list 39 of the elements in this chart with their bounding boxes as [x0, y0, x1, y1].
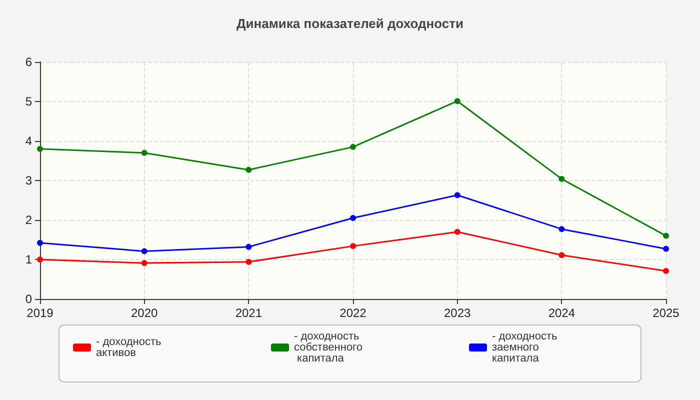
x-tick-label: 2024 — [548, 306, 576, 320]
point — [454, 228, 460, 235]
point — [558, 252, 565, 258]
y-tick-label: 3 — [25, 174, 32, 188]
point — [350, 144, 356, 150]
y-tick-label: 6 — [25, 55, 32, 69]
point — [663, 232, 669, 239]
point — [663, 268, 669, 274]
point — [37, 240, 43, 246]
x-tick-label: 2020 — [130, 306, 158, 320]
x-tick-label: 2019 — [26, 306, 54, 320]
x-tick-label: 2021 — [235, 306, 262, 320]
legend-label: - доходность собственного капитала — [294, 330, 362, 364]
point — [454, 98, 460, 104]
point — [663, 246, 669, 252]
point — [558, 226, 565, 232]
x-tick-label: 2022 — [340, 306, 367, 320]
point — [350, 243, 356, 250]
x-tick-label: 2023 — [444, 306, 472, 320]
point — [246, 244, 252, 250]
y-tick-label: 2 — [25, 213, 32, 227]
point — [141, 248, 148, 254]
y-tick-label: 5 — [25, 94, 32, 108]
point — [558, 176, 565, 182]
point — [246, 258, 252, 265]
point — [350, 215, 356, 222]
y-tick-label: 4 — [25, 134, 32, 148]
point — [37, 256, 43, 262]
y-tick-label: 1 — [25, 252, 32, 266]
legend-label: - доходность заемного капитала — [492, 330, 560, 364]
x-tick-label: 2025 — [652, 306, 680, 320]
point — [37, 146, 43, 152]
y-tick-label: 0 — [25, 292, 32, 306]
chart-title: Динамика показателей доходности — [236, 16, 464, 31]
point — [454, 192, 460, 198]
point — [141, 150, 148, 156]
legend-label: - доходность активов — [96, 336, 164, 359]
point — [246, 166, 252, 173]
point — [141, 260, 148, 266]
